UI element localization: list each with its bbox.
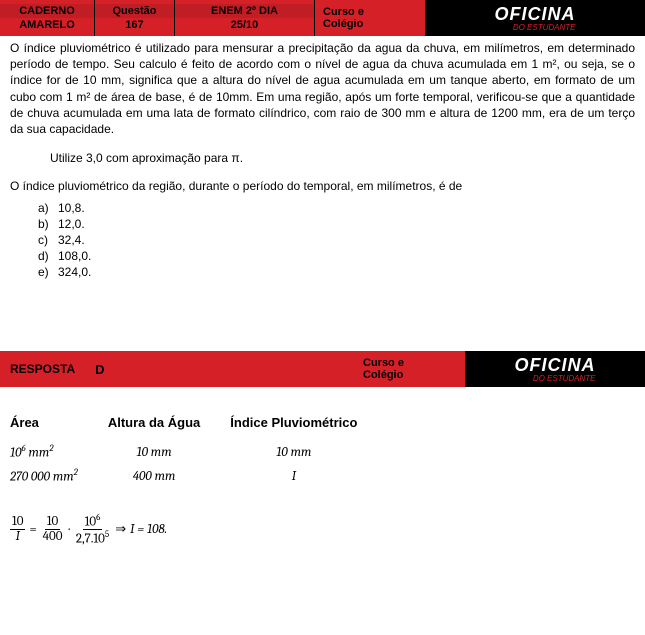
fraction-1: 10 I: [10, 515, 25, 545]
option-letter: d): [38, 249, 58, 263]
frac-num: 10: [10, 515, 25, 530]
table-header-row: Área Altura da Água Índice Pluviométrico: [10, 411, 387, 440]
header-questao: Questão 167: [95, 0, 175, 36]
option-b: b)12,0.: [38, 217, 635, 231]
question-instruction: Utilize 3,0 com aproximação para π.: [50, 151, 635, 165]
logo: OFICINA DO ESTUDANTE: [495, 4, 576, 32]
cell-indice: 10 mm: [230, 440, 387, 464]
header-enem-label: ENEM 2º DIA: [175, 4, 314, 18]
answer-header: RESPOSTA D Curso e Colégio OFICINA DO ES…: [0, 351, 645, 387]
col-altura: Altura da Água: [108, 411, 230, 440]
question-prompt: O índice pluviométrico da região, durant…: [10, 179, 635, 193]
header-caderno: CADERNO AMARELO: [0, 0, 95, 36]
logo-main: OFICINA: [495, 4, 576, 25]
cell-area: 106 mm2: [10, 440, 108, 464]
answer-label: RESPOSTA: [0, 351, 85, 387]
arrow: ⇒: [115, 522, 126, 537]
options-list: a)10,8. b)12,0. c)32,4. d)108,0. e)324,0…: [38, 201, 635, 279]
question-header: CADERNO AMARELO Questão 167 ENEM 2º DIA …: [0, 0, 645, 36]
option-letter: a): [38, 201, 58, 215]
cell-altura: 400 mm: [108, 464, 230, 488]
answer-logo-block: OFICINA DO ESTUDANTE: [465, 351, 645, 387]
header-enem-value: 25/10: [175, 18, 314, 32]
header-questao-label: Questão: [95, 4, 174, 18]
frac-den: I: [14, 530, 22, 544]
frac-den: 2,7.105: [74, 530, 111, 547]
col-indice: Índice Pluviométrico: [230, 411, 387, 440]
frac-den: 400: [41, 530, 65, 544]
header-curso: Curso e Colégio: [315, 0, 425, 36]
logo-sub: DO ESTUDANTE: [495, 23, 576, 32]
answer-value: D: [85, 351, 355, 387]
option-c: c)32,4.: [38, 233, 635, 247]
solution-block: Área Altura da Água Índice Pluviométrico…: [0, 387, 645, 557]
option-a: a)10,8.: [38, 201, 635, 215]
equals: =: [29, 522, 36, 537]
col-area: Área: [10, 411, 108, 440]
option-value: 10,8.: [58, 201, 85, 215]
dot: ·: [68, 522, 69, 537]
answer-curso: Curso e Colégio: [355, 351, 465, 387]
answer-logo: OFICINA DO ESTUDANTE: [515, 355, 596, 383]
option-letter: c): [38, 233, 58, 247]
logo-block: OFICINA DO ESTUDANTE: [425, 0, 645, 36]
option-value: 32,4.: [58, 233, 85, 247]
header-caderno-value: AMARELO: [0, 18, 94, 32]
fraction-2: 10 400: [41, 515, 65, 545]
solution-equation: 10 I = 10 400 · 106 2,7.105 ⇒ I = 108.: [10, 513, 635, 547]
fraction-3: 106 2,7.105: [74, 513, 111, 547]
cell-indice: I: [230, 464, 387, 488]
option-e: e)324,0.: [38, 265, 635, 279]
question-text: O índice pluviométrico é utilizado para …: [10, 40, 635, 137]
answer-logo-main: OFICINA: [515, 355, 596, 376]
solution-table: Área Altura da Água Índice Pluviométrico…: [10, 411, 387, 489]
table-row: 270 000 mm2 400 mm I: [10, 464, 387, 488]
header-curso-line2: Colégio: [323, 18, 417, 30]
frac-num: 10: [45, 515, 60, 530]
answer-curso-line2: Colégio: [363, 369, 457, 381]
option-value: 108,0.: [58, 249, 91, 263]
option-value: 12,0.: [58, 217, 85, 231]
option-d: d)108,0.: [38, 249, 635, 263]
question-body: O índice pluviométrico é utilizado para …: [0, 36, 645, 291]
table-row: 106 mm2 10 mm 10 mm: [10, 440, 387, 464]
header-questao-value: 167: [95, 18, 174, 32]
frac-num: 106: [83, 513, 103, 531]
option-letter: b): [38, 217, 58, 231]
result: I = 108.: [130, 522, 167, 537]
header-curso-line1: Curso e: [323, 6, 417, 18]
header-caderno-label: CADERNO: [0, 4, 94, 18]
option-letter: e): [38, 265, 58, 279]
cell-area: 270 000 mm2: [10, 464, 108, 488]
answer-logo-sub: DO ESTUDANTE: [515, 374, 596, 383]
option-value: 324,0.: [58, 265, 91, 279]
header-enem: ENEM 2º DIA 25/10: [175, 0, 315, 36]
answer-curso-line1: Curso e: [363, 357, 457, 369]
cell-altura: 10 mm: [108, 440, 230, 464]
